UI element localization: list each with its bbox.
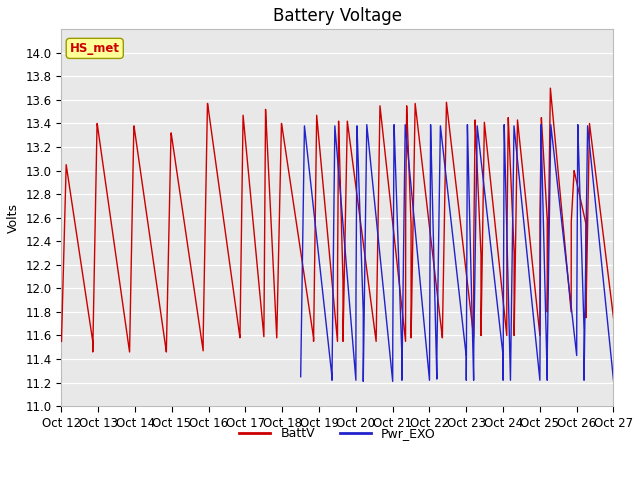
Title: Battery Voltage: Battery Voltage [273,7,402,25]
Text: HS_met: HS_met [70,42,120,55]
Y-axis label: Volts: Volts [7,203,20,233]
Legend: BattV, Pwr_EXO: BattV, Pwr_EXO [234,422,441,445]
